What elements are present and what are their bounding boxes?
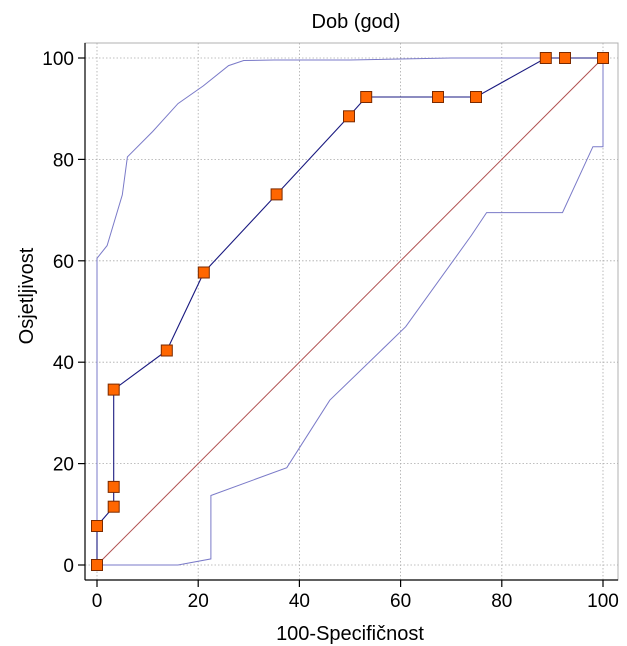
- roc-point-marker: [343, 110, 355, 123]
- x-axis-label: 100-Specifičnost: [276, 623, 424, 645]
- roc-point-marker: [91, 559, 103, 571]
- x-tick-label: 20: [188, 591, 209, 612]
- ticks-layer: 0 20 40 60 80 100 0 20 40 60 80 100: [42, 49, 619, 612]
- roc-point-marker: [107, 383, 120, 396]
- ci-lower-line: [97, 58, 604, 566]
- x-tick-label: 100: [587, 591, 619, 612]
- roc-point-marker: [432, 91, 444, 103]
- roc-point-marker: [470, 91, 482, 103]
- reference-diagonal-line: [96, 57, 604, 566]
- roc-point-marker: [360, 91, 373, 103]
- chart-title: Dob (god): [312, 11, 401, 33]
- roc-point-marker: [107, 480, 120, 493]
- ci-upper-line: [96, 57, 603, 565]
- y-tick-label: 100: [42, 49, 74, 70]
- y-axis-label: Osjetljivost: [16, 247, 38, 344]
- y-tick-label: 40: [53, 353, 74, 374]
- y-tick-label: 0: [63, 556, 74, 577]
- axes-layer: [84, 43, 618, 581]
- roc-point-marker: [107, 500, 120, 513]
- roc-point-marker: [91, 520, 103, 532]
- y-tick-label: 80: [53, 150, 74, 171]
- roc-point-marker: [197, 266, 210, 279]
- y-tick-label: 60: [53, 252, 74, 273]
- roc-point-marker: [559, 52, 571, 64]
- series-layer: [91, 52, 609, 571]
- roc-point-marker: [539, 52, 552, 64]
- x-tick-label: 0: [92, 591, 103, 612]
- roc-point-marker: [160, 344, 173, 357]
- y-tick-label: 20: [53, 455, 74, 476]
- x-tick-label: 60: [390, 591, 411, 612]
- x-tick-label: 40: [289, 591, 310, 612]
- roc-point-marker: [270, 188, 283, 201]
- x-tick-label: 80: [491, 591, 512, 612]
- roc-point-marker: [597, 52, 609, 64]
